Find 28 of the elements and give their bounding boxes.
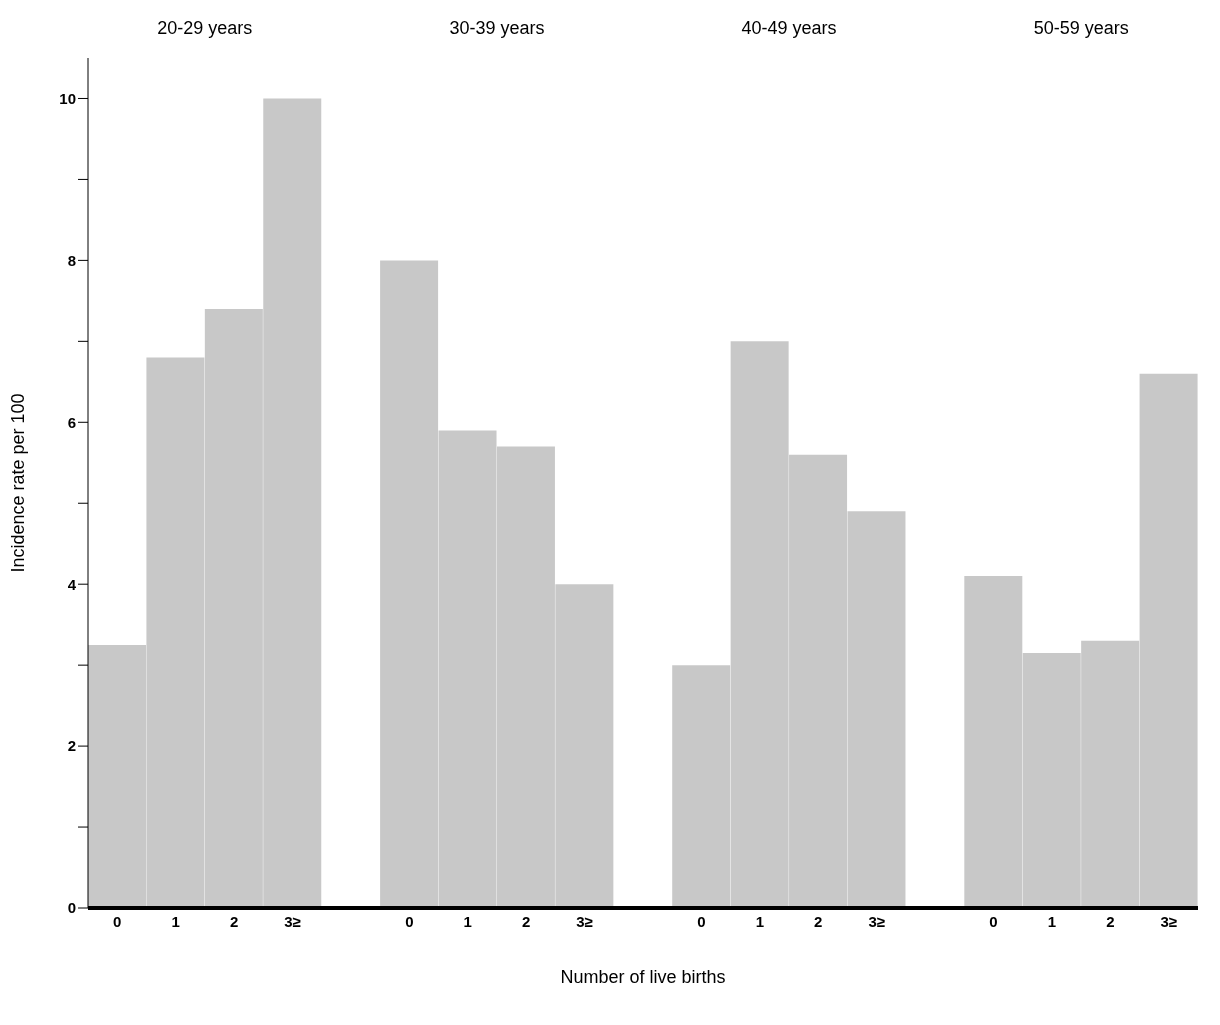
y-axis-title: Incidence rate per 100 bbox=[8, 393, 29, 573]
y-tick-label: 8 bbox=[67, 251, 76, 269]
text: 40-49 years bbox=[740, 18, 838, 39]
x-tick-label: 3≥ bbox=[868, 912, 885, 930]
x-tick-label: 0 bbox=[989, 912, 998, 930]
text: 50-59 years bbox=[1032, 18, 1130, 39]
x-axis-title: Number of live births bbox=[560, 967, 726, 987]
y-tick-label: 2 bbox=[67, 737, 76, 755]
y-tick-label: 4 bbox=[67, 575, 77, 593]
x-tick-label: 3≥ bbox=[284, 912, 301, 930]
y-tick-label: 6 bbox=[67, 413, 76, 431]
y-tick-label: 10 bbox=[59, 89, 76, 107]
text: 20-29 years bbox=[156, 18, 254, 39]
x-tick-label: 1 bbox=[755, 912, 765, 930]
x-tick-label: 2 bbox=[814, 912, 823, 930]
x-tick-label: 0 bbox=[697, 912, 706, 930]
x-tick-label: 1 bbox=[463, 912, 472, 930]
x-tick-label: 3≥ bbox=[576, 912, 593, 930]
x-tick-label: 2 bbox=[1106, 912, 1115, 930]
x-tick-label: 0 bbox=[113, 912, 122, 930]
x-tick-label: 1 bbox=[171, 912, 180, 930]
x-tick-label: 2 bbox=[229, 912, 239, 930]
x-tick-label: 0 bbox=[405, 912, 414, 930]
x-tick-label: 2 bbox=[521, 912, 531, 930]
x-tick-label: 3≥ bbox=[1160, 912, 1178, 930]
text: 30-39 years bbox=[448, 18, 546, 39]
y-tick-label: 0 bbox=[67, 899, 76, 917]
x-tick-label: 1 bbox=[1047, 912, 1057, 930]
